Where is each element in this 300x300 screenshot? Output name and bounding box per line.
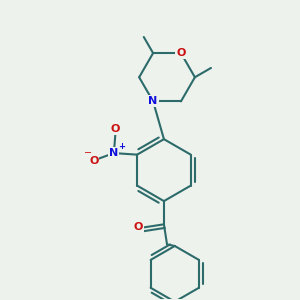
Text: O: O — [176, 48, 186, 58]
Text: N: N — [148, 96, 158, 106]
Text: O: O — [89, 156, 98, 166]
Text: O: O — [134, 222, 143, 232]
Text: N: N — [109, 148, 119, 158]
Text: +: + — [118, 142, 125, 151]
Text: −: − — [84, 148, 92, 158]
Text: O: O — [111, 124, 120, 134]
